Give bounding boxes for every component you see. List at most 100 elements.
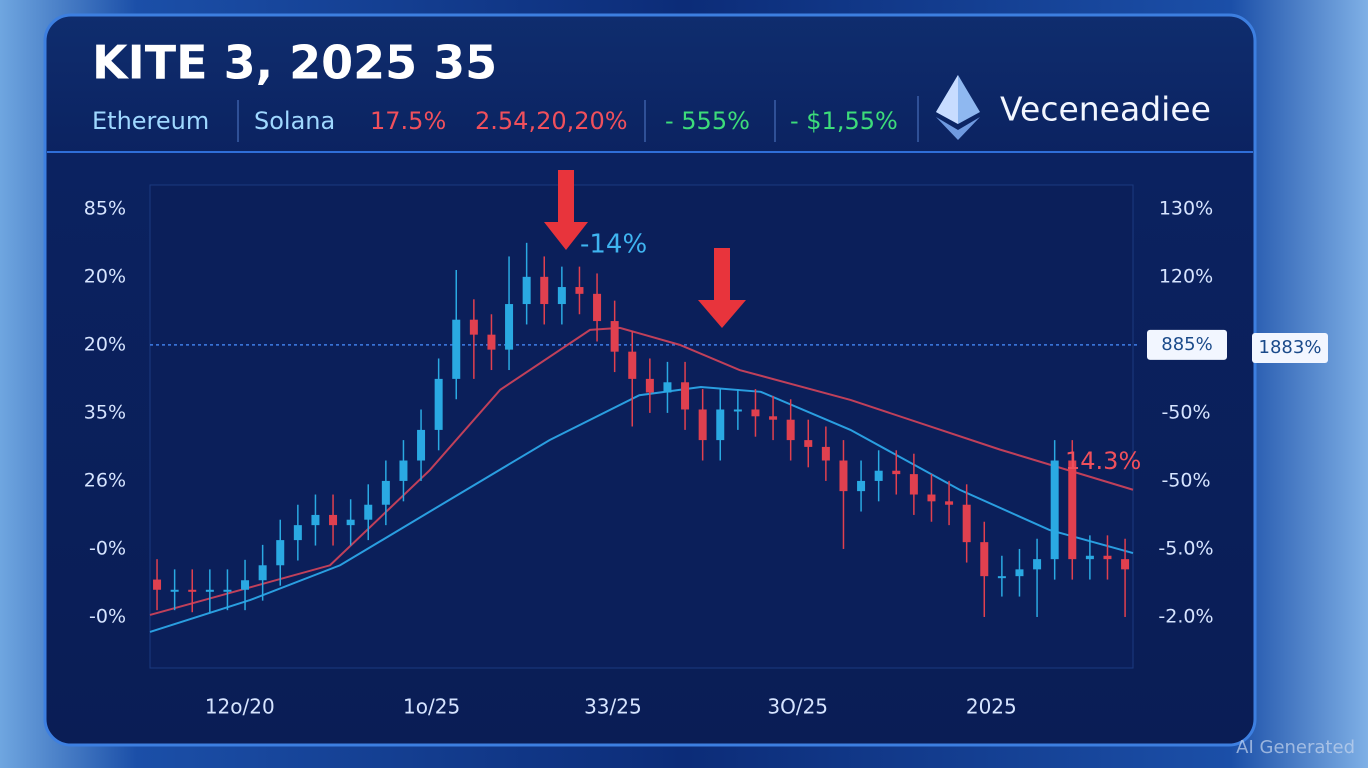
annotation: 1883% (1259, 337, 1322, 358)
candle-body (1068, 460, 1077, 560)
candle (610, 300, 619, 373)
candle-body (399, 460, 408, 481)
candle (293, 504, 302, 561)
candle (733, 389, 742, 430)
candle-body (751, 409, 760, 417)
candle-body (557, 287, 566, 305)
header-separators (237, 96, 919, 142)
y-tick-label: -0% (89, 605, 126, 627)
candle (681, 361, 690, 430)
moving-average (149, 326, 1134, 616)
candle-body (804, 440, 813, 447)
y-tick-label: 85% (84, 197, 126, 219)
arrow (698, 248, 746, 328)
candle (364, 484, 373, 541)
candle (716, 389, 725, 461)
x-tick-label: 1o/25 (403, 695, 460, 719)
candle-body (575, 287, 584, 294)
candle (188, 569, 197, 613)
candle-body (293, 525, 302, 541)
candle-body (628, 351, 637, 379)
arrow (544, 170, 588, 250)
candle (839, 440, 848, 549)
candle-body (1085, 555, 1094, 560)
candle (698, 389, 707, 461)
y-tick-label: -0% (89, 537, 126, 559)
candle-body (223, 589, 232, 592)
candle-body (1121, 559, 1130, 570)
candle-body (1050, 460, 1059, 560)
candle (1050, 440, 1059, 580)
candle-body (874, 470, 883, 481)
header-item: 17.5% (370, 107, 446, 135)
y2-tick-box (1147, 329, 1227, 360)
watermark: AI Generated (1236, 737, 1355, 758)
y2-tick-label: -2.0% (1158, 605, 1213, 627)
candle (909, 453, 918, 515)
candle-body (769, 416, 778, 420)
candle-body (205, 589, 214, 592)
candle-body (522, 276, 531, 305)
eth-logo (936, 75, 980, 140)
candle-body (329, 514, 338, 526)
x-tick-label: 3O/25 (767, 695, 828, 719)
candle-body (311, 514, 320, 526)
candle-body (945, 501, 954, 505)
candle (522, 242, 531, 325)
candle-body (857, 480, 866, 492)
y2-tick-label: -5.0% (1158, 537, 1213, 559)
candle (329, 494, 338, 546)
candle (1015, 548, 1024, 597)
candle-body (170, 589, 179, 592)
candle (786, 399, 795, 461)
candle (980, 521, 989, 617)
plot-area (149, 184, 1134, 669)
candle (575, 266, 584, 315)
candle-body (909, 474, 918, 495)
candle-body (593, 293, 602, 322)
candle-body (417, 429, 426, 461)
candle (276, 519, 285, 586)
header-item: - 555% (665, 107, 750, 135)
candle (434, 358, 443, 451)
candle-body (1103, 555, 1112, 560)
y2-tick-label: -50% (1161, 401, 1210, 423)
annotation-box (1252, 333, 1328, 363)
candle (821, 426, 830, 481)
x-tick-label: 2025 (966, 695, 1017, 719)
candle (205, 569, 214, 613)
candle-body (188, 589, 197, 592)
candle (381, 460, 390, 526)
candle (1121, 538, 1130, 617)
header-item: - $1,55% (790, 107, 898, 135)
candle-body (681, 382, 690, 410)
y2-tick-label: 885% (1161, 334, 1212, 355)
candle-body (733, 409, 742, 412)
candle-body (1015, 569, 1024, 577)
candle (557, 266, 566, 325)
candle (258, 544, 267, 601)
candle (311, 494, 320, 546)
header-item: 2.54,20,20% (475, 107, 628, 135)
candle (223, 569, 232, 611)
candle-body (540, 276, 549, 305)
candle-body (892, 470, 901, 475)
candle (399, 440, 408, 502)
candle-body (505, 304, 514, 350)
candle (874, 450, 883, 502)
y-tick-label: 35% (84, 401, 126, 423)
candle (769, 395, 778, 441)
candle (857, 460, 866, 512)
x-tick-label: 33/25 (584, 695, 642, 719)
candle (628, 331, 637, 427)
candle (945, 480, 954, 526)
candle (469, 299, 478, 379)
candle (663, 361, 672, 413)
candle (962, 484, 971, 563)
candle (1068, 440, 1077, 580)
y2-tick-label: 120% (1159, 265, 1213, 287)
candle (1033, 538, 1042, 617)
candle-body (364, 504, 373, 520)
candle (540, 256, 549, 325)
y2-tick-label: 130% (1159, 197, 1213, 219)
